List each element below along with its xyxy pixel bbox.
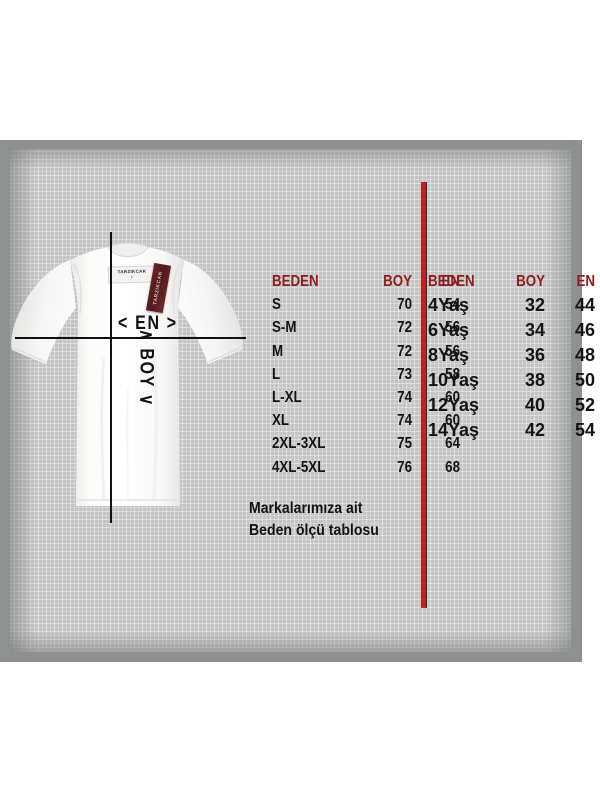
kids-size: 14Yaş — [428, 420, 480, 440]
kids-boy: 40 — [524, 395, 545, 415]
adult-size: 2XL-3XL — [272, 435, 326, 453]
chart-panel — [0, 140, 582, 662]
table-row: 8Yaş 36 48 — [428, 343, 595, 368]
adult-header-en: EN — [441, 273, 460, 290]
table-header-row: BEDEN BOY EN — [272, 270, 460, 293]
table-row: S-M 72 56 — [272, 316, 460, 339]
kids-header-en: EN — [576, 273, 595, 290]
adult-size: 4XL-5XL — [272, 458, 326, 476]
adult-boy: 70 — [397, 296, 412, 314]
kids-size: 4Yaş — [428, 295, 470, 315]
adult-boy: 72 — [397, 342, 412, 360]
table-row: 12Yaş 40 52 — [428, 393, 595, 418]
table-row: 2XL-3XL 75 64 — [272, 432, 460, 455]
adult-en: 56 — [445, 319, 460, 337]
adult-size: S — [272, 296, 281, 314]
adult-en: 64 — [445, 435, 460, 453]
width-measure-label: < EN > — [118, 313, 178, 334]
adult-boy: 74 — [397, 389, 412, 407]
table-row: L 73 58 — [272, 363, 460, 386]
measurement-line-vertical — [110, 232, 112, 523]
adult-en: 60 — [445, 389, 460, 407]
caption-line-1: Markalarımıza ait — [249, 500, 363, 517]
table-row: S 70 54 — [272, 293, 460, 316]
kids-en: 48 — [574, 345, 595, 365]
adult-size-table: BEDEN BOY EN S 70 54 S-M 72 56 M 72 56 — [272, 270, 460, 479]
panel-shade-right — [545, 149, 571, 652]
adult-en: 60 — [445, 412, 460, 430]
kids-header-beden: BEDEN — [428, 273, 475, 290]
adult-header-beden: BEDEN — [272, 273, 319, 290]
table-row: 14Yaş 42 54 — [428, 418, 595, 443]
adult-en: 54 — [445, 296, 460, 314]
kids-en: 50 — [574, 370, 595, 390]
kids-en: 44 — [574, 295, 595, 315]
adult-boy: 73 — [397, 365, 412, 383]
table-row: L-XL 74 60 — [272, 386, 460, 409]
caption-line-2: Beden ölçü tablosu — [249, 522, 379, 539]
adult-size: L — [272, 365, 281, 383]
table-row: 4XL-5XL 76 68 — [272, 456, 460, 479]
kids-en: 46 — [574, 320, 595, 340]
adult-boy: 74 — [397, 412, 412, 430]
kids-en: 54 — [574, 420, 595, 440]
kids-boy: 42 — [524, 420, 545, 440]
neck-label-size: C — [130, 274, 134, 279]
adult-size: M — [272, 342, 284, 360]
kids-header-boy: BOY — [516, 273, 545, 290]
kids-en: 52 — [574, 395, 595, 415]
table-row: M 72 56 — [272, 340, 460, 363]
table-header-row: BEDEN BOY EN — [428, 270, 595, 293]
adult-boy: 75 — [397, 435, 412, 453]
adult-en: 58 — [445, 365, 460, 383]
kids-size: 10Yaş — [428, 370, 480, 390]
kids-boy: 38 — [524, 370, 545, 390]
kids-size: 12Yaş — [428, 395, 480, 415]
adult-size: L-XL — [272, 389, 302, 407]
length-measure-label: ∧ BOY ∨ — [134, 301, 160, 436]
adult-en: 68 — [445, 458, 460, 476]
panel-shade-left — [10, 149, 36, 652]
length-measure-text: ∧ BOY ∨ — [136, 328, 157, 408]
table-row: 6Yaş 34 46 — [428, 318, 595, 343]
adult-en: 56 — [445, 342, 460, 360]
kids-boy: 34 — [524, 320, 545, 340]
kids-boy: 36 — [524, 345, 545, 365]
neck-label: TARZIKCAK C — [107, 265, 157, 284]
adult-boy: 72 — [397, 319, 412, 337]
adult-boy: 76 — [397, 458, 412, 476]
panel-shade-top — [10, 149, 571, 169]
table-row: 4Yaş 32 44 — [428, 293, 595, 318]
red-divider-line — [421, 182, 427, 608]
kids-size-table: BEDEN BOY EN 4Yaş 32 44 6Yaş 34 46 8Yaş … — [428, 270, 595, 443]
adult-size: XL — [272, 412, 290, 430]
panel-shade-bottom — [10, 630, 571, 652]
kids-boy: 32 — [524, 295, 545, 315]
kids-size: 8Yaş — [428, 345, 470, 365]
adult-header-boy: BOY — [383, 273, 412, 290]
table-row: XL 74 60 — [272, 409, 460, 432]
adult-size: S-M — [272, 319, 297, 337]
table-row: 10Yaş 38 50 — [428, 368, 595, 393]
kids-size: 6Yaş — [428, 320, 470, 340]
measurement-line-horizontal — [15, 337, 246, 339]
chart-caption: Markalarımıza ait Beden ölçü tablosu — [249, 498, 403, 542]
